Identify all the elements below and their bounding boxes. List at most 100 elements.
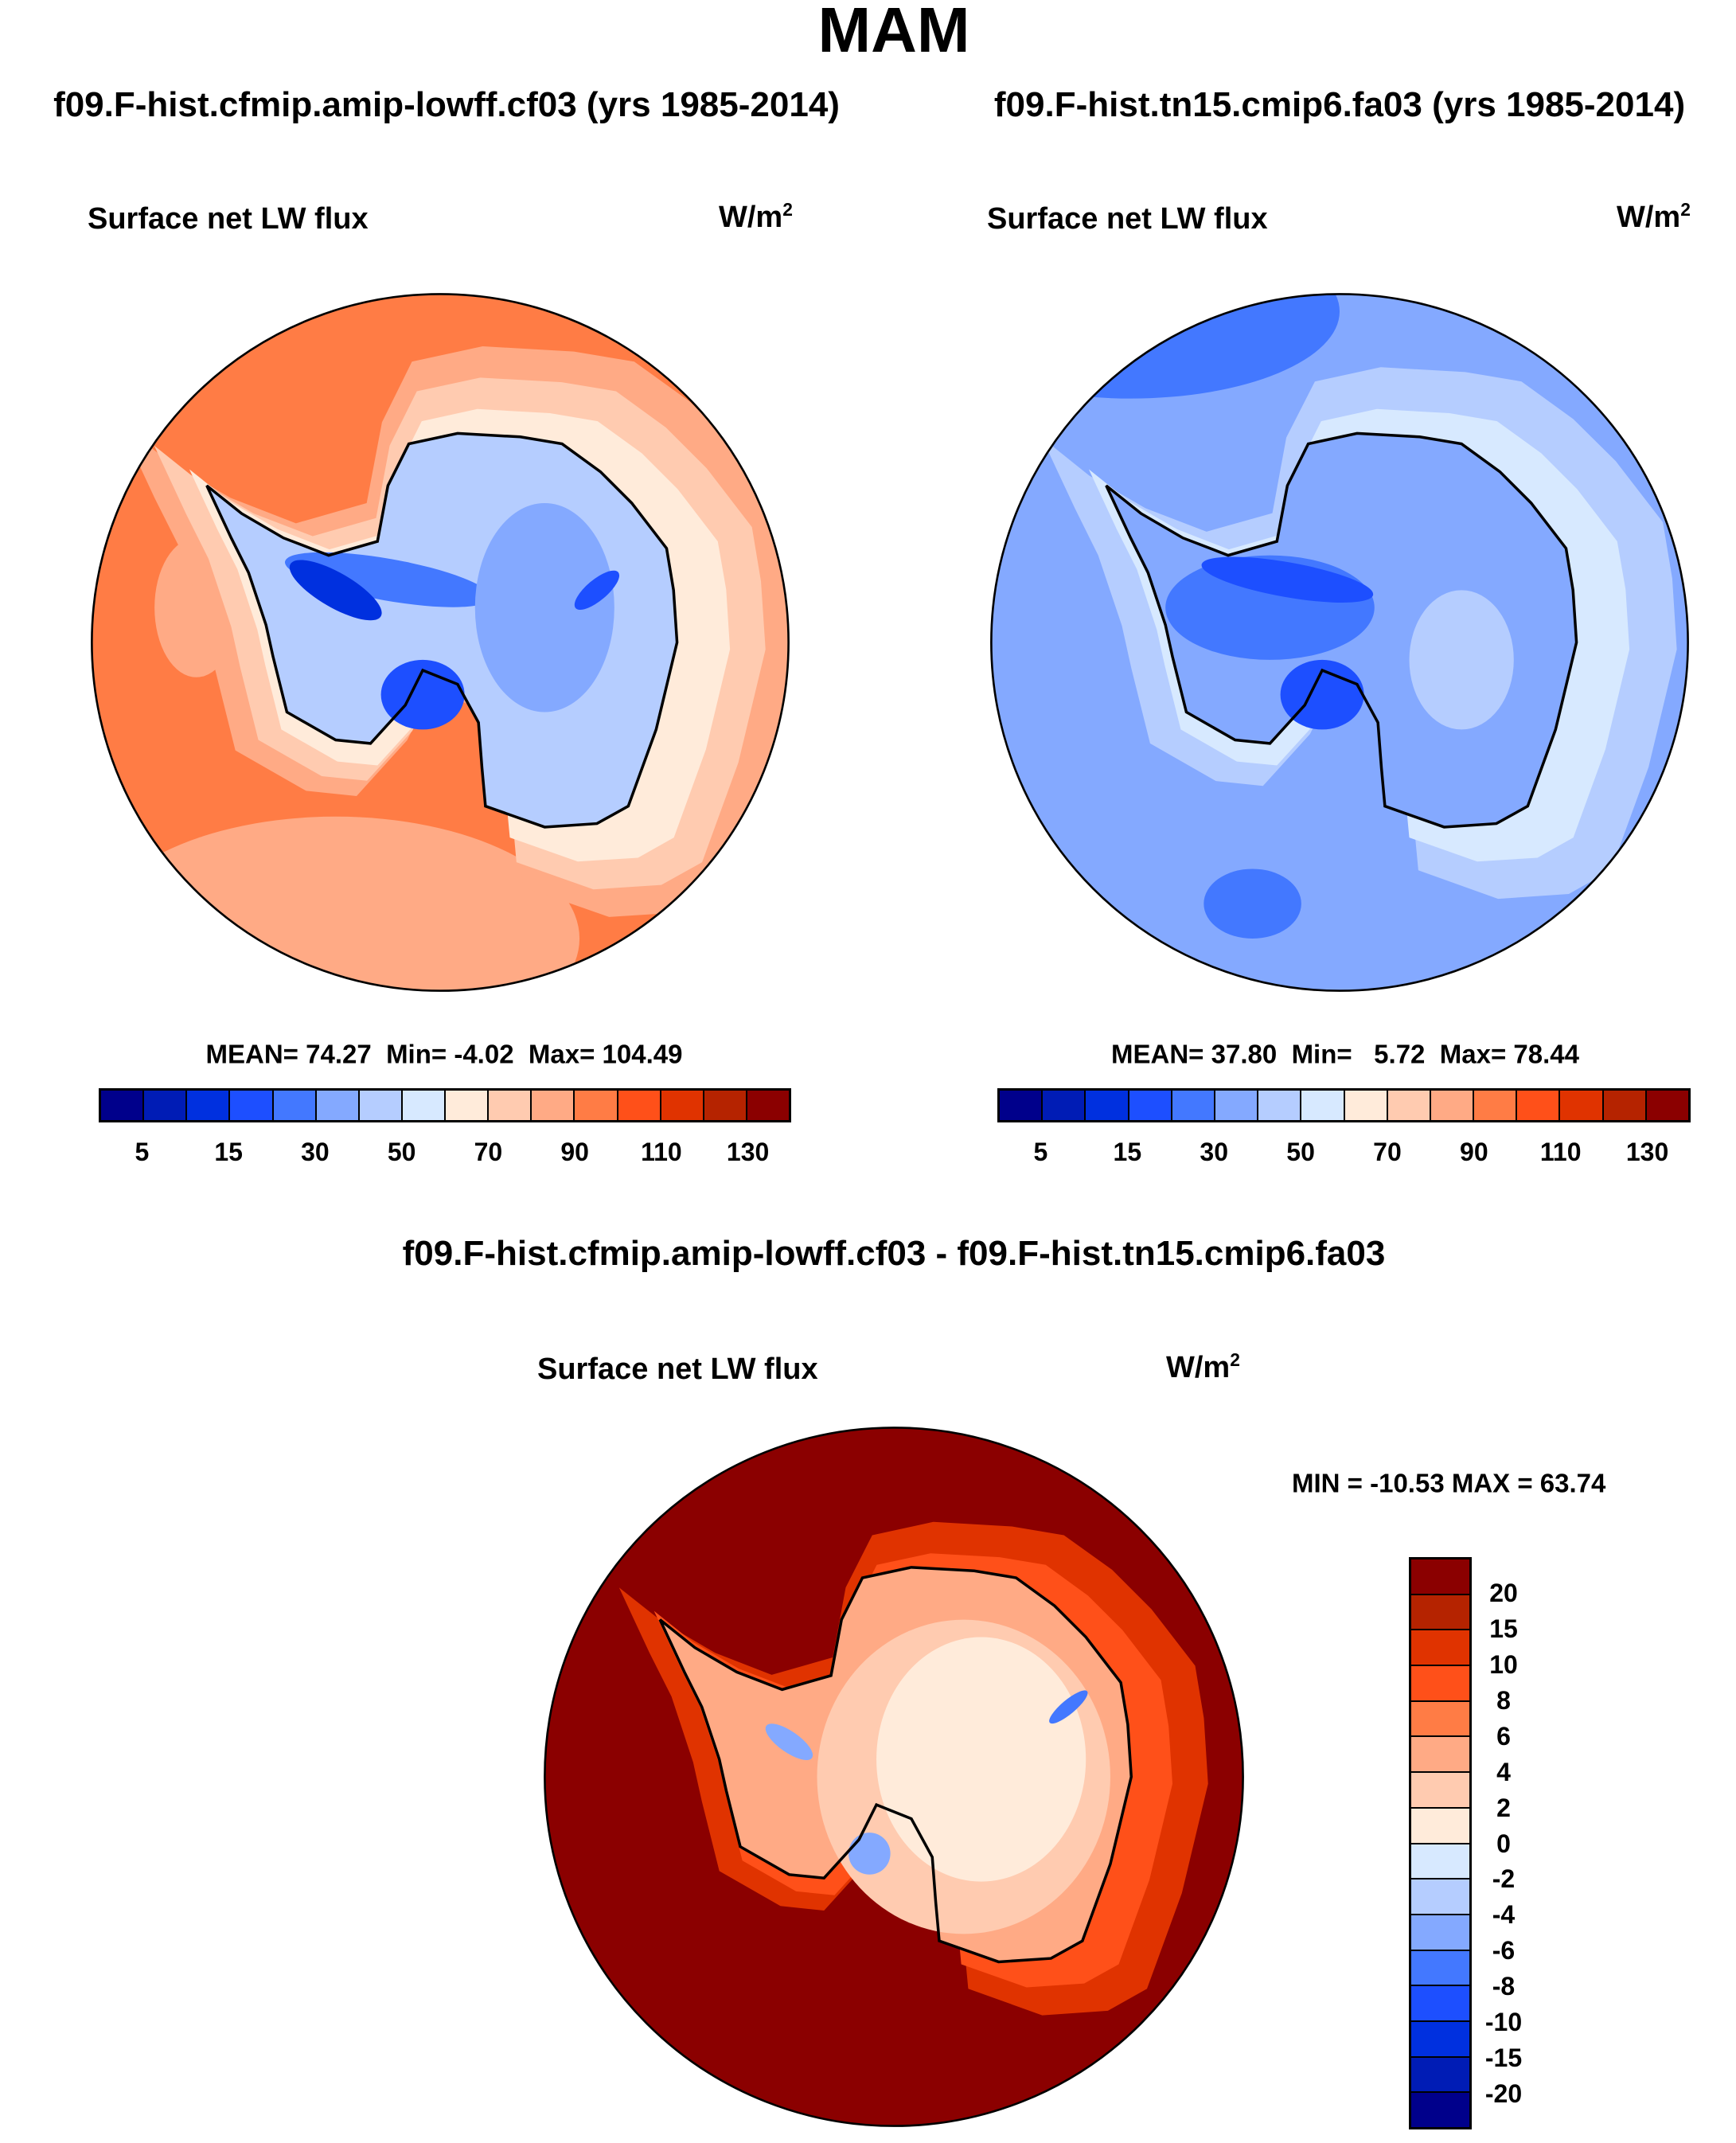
colorbar-tick-label: 15 [1489, 1614, 1518, 1643]
antarctica-coastline [658, 1566, 1133, 1964]
mean-label: MEAN= [205, 1039, 298, 1069]
colorbar-swatch [1411, 1595, 1469, 1631]
panel-1-units: W/m2 [719, 201, 793, 232]
min-value: 5.72 [1374, 1039, 1426, 1069]
colorbar-swatch [1411, 1630, 1469, 1667]
colorbar-swatch [101, 1091, 145, 1120]
colorbar-tick-label: 10 [1489, 1649, 1518, 1679]
colorbar-tick-label: -15 [1484, 2043, 1523, 2073]
panel-1-title: f09.F-hist.cfmip.amip-lowff.cf03 (yrs 19… [53, 85, 840, 124]
colorbar-tick-label: 8 [1496, 1685, 1511, 1715]
min-label: Min= [1291, 1039, 1352, 1069]
colorbar-swatch [1258, 1091, 1302, 1120]
contour-region [1201, 556, 1374, 603]
colorbar-tick-label: 6 [1496, 1721, 1511, 1751]
colorbar-swatch [144, 1091, 188, 1120]
colorbar-tick-label: 130 [726, 1138, 770, 1166]
max-label: Max= [1439, 1039, 1507, 1069]
units-exponent: 2 [1230, 1349, 1240, 1371]
colorbar-tick-label: 50 [387, 1138, 416, 1166]
units-text: W/m [719, 200, 783, 234]
colorbar-swatch [187, 1091, 231, 1120]
colorbar-swatch [1411, 1808, 1469, 1844]
colorbar-swatch [532, 1091, 575, 1120]
colorbar-swatch [1215, 1091, 1259, 1120]
colorbar-tick-label: -20 [1484, 2079, 1523, 2109]
units-text: W/m [1166, 1350, 1231, 1384]
colorbar-tick-label: 5 [1033, 1138, 1048, 1166]
panel-3-map [544, 1427, 1244, 2127]
panel-2-colorbar [997, 1088, 1691, 1122]
mean-value: 37.80 [1211, 1039, 1278, 1069]
colorbar-tick-label: 90 [560, 1138, 589, 1166]
contour-region [1049, 1690, 1088, 1724]
mean-label: MEAN= [1111, 1039, 1204, 1069]
colorbar-swatch [1430, 1091, 1475, 1120]
colorbar-swatch [1411, 1559, 1469, 1595]
colorbar-swatch [446, 1091, 490, 1120]
map-boundary [990, 293, 1689, 992]
colorbar-tick-label: -4 [1492, 1900, 1516, 1930]
panel-1-variable: Surface net LW flux [88, 202, 369, 236]
colorbar-swatch [1411, 2093, 1469, 2127]
colorbar-swatch [1411, 2057, 1469, 2094]
colorbar-tick-label: 70 [474, 1138, 503, 1166]
colorbar-tick-label: 20 [1489, 1578, 1518, 1607]
units-exponent: 2 [1680, 199, 1691, 221]
panel-2-map [990, 293, 1689, 992]
panel-2-units: W/m2 [1617, 201, 1691, 232]
colorbar-tick-label: 130 [1625, 1138, 1669, 1166]
colorbar-swatch [1517, 1091, 1561, 1120]
colorbar-tick-label: 50 [1286, 1138, 1315, 1166]
colorbar-swatch [1646, 1091, 1688, 1120]
colorbar-swatch [1344, 1091, 1388, 1120]
colorbar-swatch [1129, 1091, 1172, 1120]
contour-region [876, 1637, 1086, 1882]
colorbar-tick-label: 110 [1539, 1138, 1582, 1166]
mean-value: 74.27 [306, 1039, 372, 1069]
colorbar-swatch [1474, 1091, 1518, 1120]
colorbar-swatch [1603, 1091, 1647, 1120]
max-value: 78.44 [1513, 1039, 1579, 1069]
contour-region [92, 816, 580, 991]
colorbar-tick-label: 2 [1496, 1793, 1511, 1822]
colorbar-tick-label: 30 [301, 1138, 330, 1166]
colorbar-swatch [1411, 2021, 1469, 2058]
colorbar-tick-label: 90 [1460, 1138, 1488, 1166]
colorbar-swatch [1043, 1091, 1086, 1120]
panel-1-colorbar [99, 1088, 791, 1122]
panel-2-title: f09.F-hist.tn15.cmip6.fa03 (yrs 1985-201… [993, 85, 1686, 124]
colorbar-swatch [1000, 1091, 1044, 1120]
contour-region [284, 552, 491, 607]
antarctica-coastline [205, 431, 679, 829]
colorbar-swatch [1560, 1091, 1604, 1120]
panel-2-variable: Surface net LW flux [987, 202, 1268, 236]
panel-3-stats: MIN = -10.53 MAX = 63.74 [1292, 1468, 1606, 1498]
colorbar-swatch [273, 1091, 317, 1120]
contour-region [1203, 869, 1301, 939]
colorbar-swatch [1411, 1844, 1469, 1880]
colorbar-swatch [1387, 1091, 1431, 1120]
colorbar-swatch [359, 1091, 403, 1120]
colorbar-swatch [1411, 1950, 1469, 1987]
map-boundary [91, 293, 790, 992]
colorbar-swatch [661, 1091, 704, 1120]
units-exponent: 2 [782, 199, 793, 221]
colorbar-swatch [1411, 1701, 1469, 1738]
contour-region [765, 1723, 813, 1760]
colorbar-tick-label: -8 [1492, 1972, 1516, 2001]
panel-3-colorbar [1409, 1557, 1472, 2129]
max-value: 104.49 [602, 1039, 683, 1069]
map-contours [991, 294, 1688, 991]
colorbar-swatch [704, 1091, 747, 1120]
colorbar-tick-label: 4 [1496, 1757, 1511, 1786]
panel-3-units: W/m2 [1166, 1351, 1240, 1383]
colorbar-tick-label: -6 [1492, 1936, 1516, 1965]
colorbar-tick-label: 0 [1496, 1829, 1511, 1858]
map-boundary [544, 1427, 1244, 2127]
figure-title: MAM [817, 0, 970, 65]
panel-1-stats: MEAN= 74.27 Min= -4.02 Max= 104.49 [206, 1041, 683, 1068]
colorbar-tick-label: -2 [1492, 1864, 1516, 1894]
colorbar-swatch [1301, 1091, 1345, 1120]
colorbar-swatch [230, 1091, 274, 1120]
